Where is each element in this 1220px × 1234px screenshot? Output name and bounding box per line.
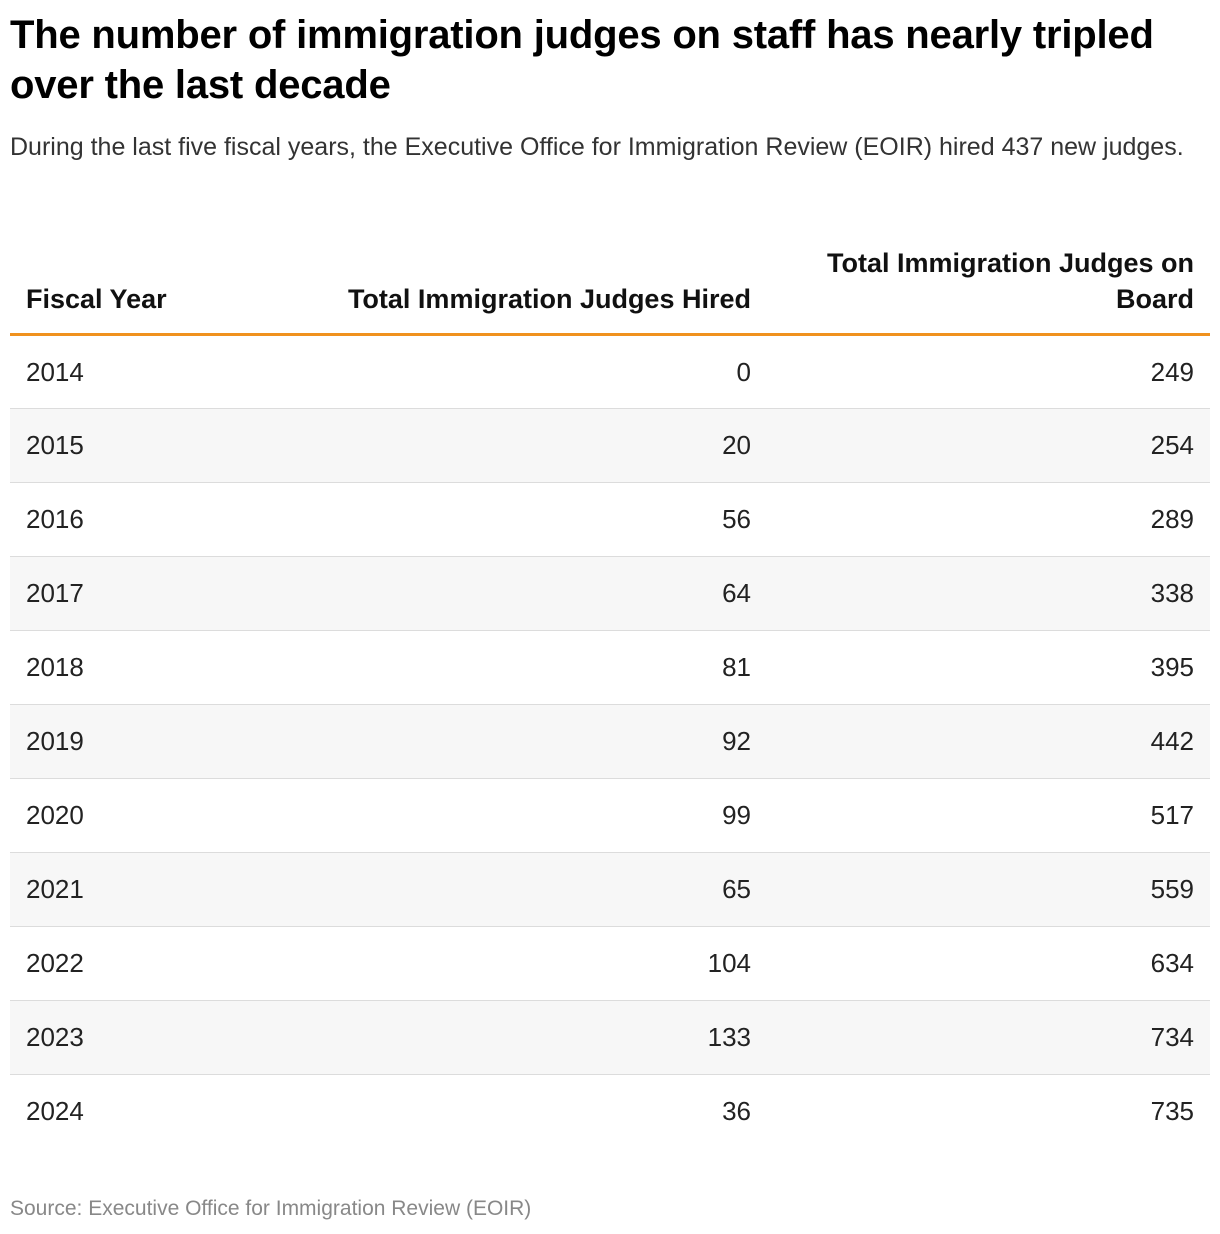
- cell-judges-on-board: 442: [767, 704, 1210, 779]
- table-row: 2022 104 634: [10, 926, 1210, 1001]
- table-row: 2020 99 517: [10, 778, 1210, 853]
- cell-fiscal-year: 2022: [10, 926, 330, 1001]
- table-row: 2017 64 338: [10, 556, 1210, 631]
- table-row: 2014 0 249: [10, 334, 1210, 409]
- table-row: 2021 65 559: [10, 852, 1210, 927]
- table-row: 2018 81 395: [10, 630, 1210, 705]
- cell-fiscal-year: 2024: [26, 1096, 84, 1127]
- chart-container: The number of immigration judges on staf…: [10, 10, 1210, 1126]
- cell-judges-on-board: 634: [767, 926, 1210, 1001]
- table-row: 2023 133 734: [10, 1000, 1210, 1075]
- column-header-fiscal-year: Fiscal Year: [10, 245, 330, 336]
- cell-judges-hired: 0: [330, 334, 767, 409]
- cell-judges-hired: 92: [330, 704, 767, 779]
- cell-judges-on-board: 289: [767, 482, 1210, 557]
- cell-fiscal-year: 2021: [10, 852, 330, 927]
- cell-judges-hired: 99: [330, 778, 767, 853]
- table-row: 2015 20 254: [10, 408, 1210, 483]
- cell-fiscal-year: 2023: [10, 1000, 330, 1075]
- data-table: Fiscal Year Total Immigration Judges Hir…: [10, 245, 1210, 1149]
- cell-judges-on-board: 395: [767, 630, 1210, 705]
- cell-judges-hired: 56: [330, 482, 767, 557]
- cell-judges-hired: 133: [330, 1000, 767, 1075]
- cell-judges-hired: 64: [330, 556, 767, 631]
- cell-judges-on-board: 735: [1150, 1096, 1194, 1127]
- chart-title: The number of immigration judges on staf…: [10, 13, 1154, 107]
- cell-judges-on-board: 249: [767, 334, 1210, 409]
- cell-judges-on-board: 559: [767, 852, 1210, 927]
- table-row: 2016 56 289: [10, 482, 1210, 557]
- table-header: Fiscal Year Total Immigration Judges Hir…: [10, 245, 1210, 336]
- cell-judges-hired: 81: [330, 630, 767, 705]
- cell-judges-hired: 36: [722, 1096, 751, 1127]
- source-note: Source: Executive Office for Immigration…: [10, 1197, 532, 1220]
- column-header-judges-hired: Total Immigration Judges Hired: [330, 245, 767, 336]
- cell-fiscal-year: 2015: [10, 408, 330, 483]
- table-row: 2024 36 735: [10, 1075, 1210, 1149]
- cell-judges-on-board: 734: [767, 1000, 1210, 1075]
- cell-judges-hired: 104: [330, 926, 767, 1001]
- cell-fiscal-year: 2016: [10, 482, 330, 557]
- cell-judges-on-board: 517: [767, 778, 1210, 853]
- cell-fiscal-year: 2018: [10, 630, 330, 705]
- cell-judges-hired: 65: [330, 852, 767, 927]
- chart-subtitle: During the last five fiscal years, the E…: [10, 133, 1184, 161]
- data-table-container: Fiscal Year Total Immigration Judges Hir…: [10, 245, 1210, 1149]
- cell-fiscal-year: 2020: [10, 778, 330, 853]
- cell-fiscal-year: 2017: [10, 556, 330, 631]
- cell-fiscal-year: 2019: [10, 704, 330, 779]
- cell-judges-hired: 20: [330, 408, 767, 483]
- cell-judges-on-board: 338: [767, 556, 1210, 631]
- cell-fiscal-year: 2014: [10, 334, 330, 409]
- table-body: 2014 0 249 2015 20 254 2016 56 289 2017 64 338 2018 8…: [10, 334, 1210, 1149]
- table-row: 2019 92 442: [10, 704, 1210, 779]
- column-header-judges-on-board: Total Immigration Judges on Board: [767, 245, 1210, 336]
- header-row: Fiscal Year Total Immigration Judges Hir…: [10, 245, 1210, 336]
- cell-judges-on-board: 254: [767, 408, 1210, 483]
